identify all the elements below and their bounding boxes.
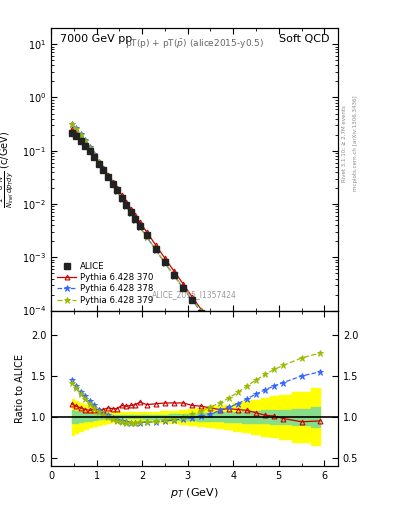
- ALICE: [106, 174, 110, 180]
- ALICE: [97, 161, 101, 167]
- Text: ALICE_2015_I1357424: ALICE_2015_I1357424: [152, 290, 237, 300]
- ALICE: [181, 285, 185, 291]
- ALICE: [163, 259, 167, 265]
- ALICE: [115, 187, 119, 194]
- Text: 7000 GeV pp: 7000 GeV pp: [60, 34, 132, 44]
- Legend: ALICE, Pythia 6.428 370, Pythia 6.428 378, Pythia 6.428 379: ALICE, Pythia 6.428 370, Pythia 6.428 37…: [55, 261, 156, 306]
- ALICE: [281, 418, 286, 424]
- ALICE: [253, 382, 258, 389]
- ALICE: [263, 394, 268, 400]
- X-axis label: $p_T$ (GeV): $p_T$ (GeV): [170, 486, 219, 500]
- ALICE: [226, 346, 231, 352]
- ALICE: [199, 309, 204, 315]
- ALICE: [235, 358, 240, 365]
- ALICE: [87, 148, 92, 154]
- ALICE: [129, 208, 133, 215]
- Text: Soft QCD: Soft QCD: [279, 34, 329, 44]
- ALICE: [138, 223, 142, 229]
- ALICE: [190, 297, 195, 303]
- ALICE: [208, 322, 213, 328]
- ALICE: [244, 371, 249, 377]
- Line: ALICE: ALICE: [69, 130, 323, 471]
- Text: Rivet 3.1.10; ≥ 2.7M events: Rivet 3.1.10; ≥ 2.7M events: [342, 105, 346, 182]
- Text: mcplots.cern.ch [arXiv:1306.3436]: mcplots.cern.ch [arXiv:1306.3436]: [353, 96, 358, 191]
- ALICE: [318, 465, 322, 471]
- ALICE: [83, 142, 88, 148]
- ALICE: [217, 334, 222, 340]
- ALICE: [110, 181, 115, 187]
- ALICE: [144, 232, 149, 238]
- ALICE: [272, 407, 277, 413]
- ALICE: [124, 202, 129, 208]
- ALICE: [133, 216, 138, 222]
- ALICE: [74, 133, 79, 139]
- ALICE: [92, 154, 97, 160]
- Y-axis label: $\frac{1}{N_{inel}}\frac{d^2N}{dp_{T}dy}$ (c/GeV): $\frac{1}{N_{inel}}\frac{d^2N}{dp_{T}dy}…: [0, 131, 17, 208]
- ALICE: [119, 195, 124, 201]
- ALICE: [78, 138, 83, 144]
- ALICE: [69, 130, 74, 136]
- ALICE: [299, 441, 304, 447]
- ALICE: [172, 272, 176, 278]
- Y-axis label: Ratio to ALICE: Ratio to ALICE: [15, 354, 25, 423]
- ALICE: [154, 246, 158, 252]
- ALICE: [101, 167, 106, 174]
- Text: pT(p) + pT($\bar{p}$) (alice2015-y0.5): pT(p) + pT($\bar{p}$) (alice2015-y0.5): [125, 37, 264, 50]
